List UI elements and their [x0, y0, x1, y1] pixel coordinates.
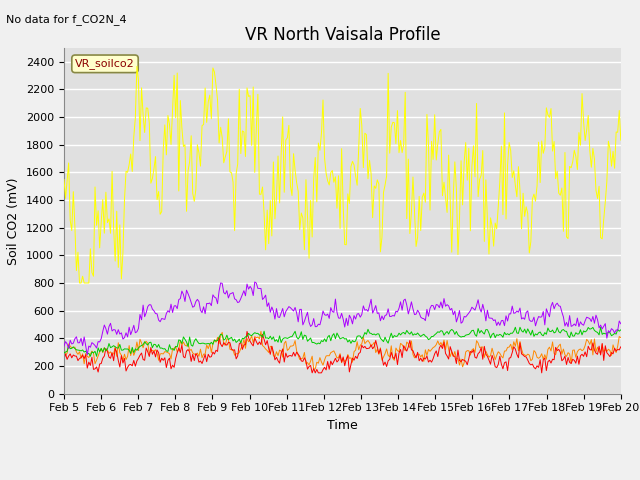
- Title: VR North Vaisala Profile: VR North Vaisala Profile: [244, 25, 440, 44]
- Text: VR_soilco2: VR_soilco2: [75, 59, 135, 69]
- Y-axis label: Soil CO2 (mV): Soil CO2 (mV): [8, 177, 20, 264]
- Text: No data for f_CO2N_4: No data for f_CO2N_4: [6, 14, 127, 25]
- X-axis label: Time: Time: [327, 419, 358, 432]
